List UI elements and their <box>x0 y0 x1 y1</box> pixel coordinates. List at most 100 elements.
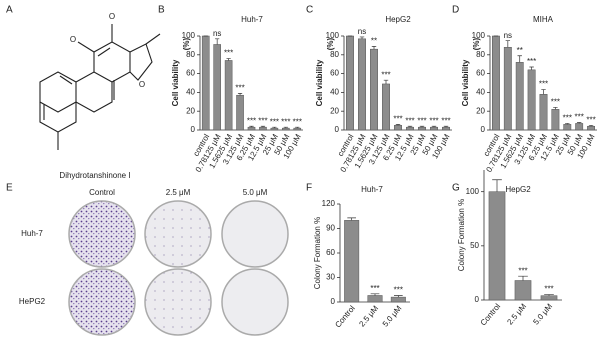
significance-label: *** <box>370 284 379 293</box>
atom-label: O <box>109 12 115 21</box>
y-axis-label: Cell viability <box>315 59 324 106</box>
error-bar <box>419 125 425 128</box>
y-tick-label: 100 <box>472 31 486 40</box>
compound-name: Dihydrotanshinone I <box>59 171 130 180</box>
x-tick-label: 2.5 μM <box>357 304 380 329</box>
significance-label: ns <box>213 29 221 38</box>
significance-label: *** <box>281 117 290 126</box>
error-bar <box>588 124 594 127</box>
error-bar <box>505 40 511 48</box>
bar <box>344 220 360 303</box>
error-bar <box>553 107 558 110</box>
bar <box>390 296 406 303</box>
bar <box>539 94 548 131</box>
error-bar <box>541 89 546 95</box>
y-tick-label: 0 <box>191 125 196 134</box>
y-tick-label: 80 <box>330 50 339 59</box>
row-label: HePG2 <box>19 297 46 306</box>
y-tick-label: 80 <box>186 50 195 59</box>
bar <box>293 127 302 131</box>
significance-label: *** <box>563 114 572 123</box>
bar <box>515 62 524 131</box>
error-bar <box>492 179 502 192</box>
error-bar <box>529 66 534 70</box>
error-bar <box>407 125 413 128</box>
bar <box>370 48 378 131</box>
panel-letter: E <box>6 183 13 194</box>
y-tick-label: 0 <box>335 125 340 134</box>
significance-label: *** <box>417 116 426 125</box>
atom-label: O <box>70 35 76 44</box>
bar <box>551 109 560 131</box>
y-tick-label: 60 <box>330 69 339 78</box>
row-label: Huh-7 <box>21 229 43 238</box>
y-tick-label: 20 <box>186 106 195 115</box>
error-bar <box>295 126 300 129</box>
significance-label: *** <box>247 116 256 125</box>
y-tick-label: 60 <box>476 69 485 78</box>
bar <box>358 38 366 131</box>
y-tick-label: 120 <box>322 199 336 208</box>
significance-label: ** <box>517 46 523 55</box>
error-bar <box>383 79 389 84</box>
error-bar <box>237 92 243 96</box>
bar <box>367 295 383 303</box>
error-bar <box>518 275 528 281</box>
error-bar <box>395 124 401 126</box>
y-tick-label: 80 <box>476 50 485 59</box>
error-bar <box>431 125 437 128</box>
bar <box>563 124 572 131</box>
significance-label: *** <box>235 83 244 92</box>
chart-title: Huh-7 <box>241 15 263 24</box>
panel-letter: C <box>306 5 313 16</box>
bar <box>224 60 233 131</box>
error-bar <box>283 126 288 129</box>
column-label: 5.0 μM <box>243 188 268 197</box>
bar <box>406 126 414 131</box>
error-bar <box>215 38 220 45</box>
bar <box>259 126 267 131</box>
y-tick-label: 100 <box>466 187 480 196</box>
y-axis-label: (%) <box>472 37 481 50</box>
significance-label: *** <box>394 286 403 295</box>
error-bar <box>565 123 570 125</box>
bar <box>247 126 256 131</box>
bar <box>492 35 500 131</box>
y-tick-label: 0 <box>331 297 336 306</box>
y-axis-label: Cell viability <box>171 59 180 106</box>
chart-title: Huh-7 <box>361 185 383 194</box>
error-bar <box>443 125 449 128</box>
bar <box>282 127 290 131</box>
error-bar <box>371 45 377 50</box>
bar <box>346 35 354 131</box>
x-tick-label: 5.0 μM <box>381 304 404 329</box>
y-tick-label: 100 <box>182 31 196 40</box>
y-tick-label: 60 <box>186 69 195 78</box>
error-bar <box>226 58 231 61</box>
error-bar <box>393 295 403 298</box>
bar <box>270 127 279 131</box>
bar <box>430 126 438 131</box>
column-label: Control <box>89 188 115 197</box>
bar <box>514 280 532 301</box>
significance-label: *** <box>258 116 267 125</box>
significance-label: *** <box>405 116 414 125</box>
panel-letter: D <box>452 5 459 16</box>
bar <box>527 69 536 131</box>
bar <box>201 35 210 131</box>
panel-letter: B <box>158 5 165 16</box>
bar <box>503 47 512 131</box>
chart-title: MIHA <box>533 15 554 24</box>
bar <box>587 125 595 131</box>
bar <box>540 295 558 301</box>
column-label: 2.5 μM <box>166 188 191 197</box>
significance-label: *** <box>527 57 536 66</box>
significance-label: *** <box>518 266 527 275</box>
bar <box>442 126 450 131</box>
panel-letter: F <box>306 183 312 194</box>
significance-label: *** <box>224 49 233 58</box>
bar <box>213 44 221 131</box>
error-bar <box>260 125 266 128</box>
bar <box>236 94 244 131</box>
